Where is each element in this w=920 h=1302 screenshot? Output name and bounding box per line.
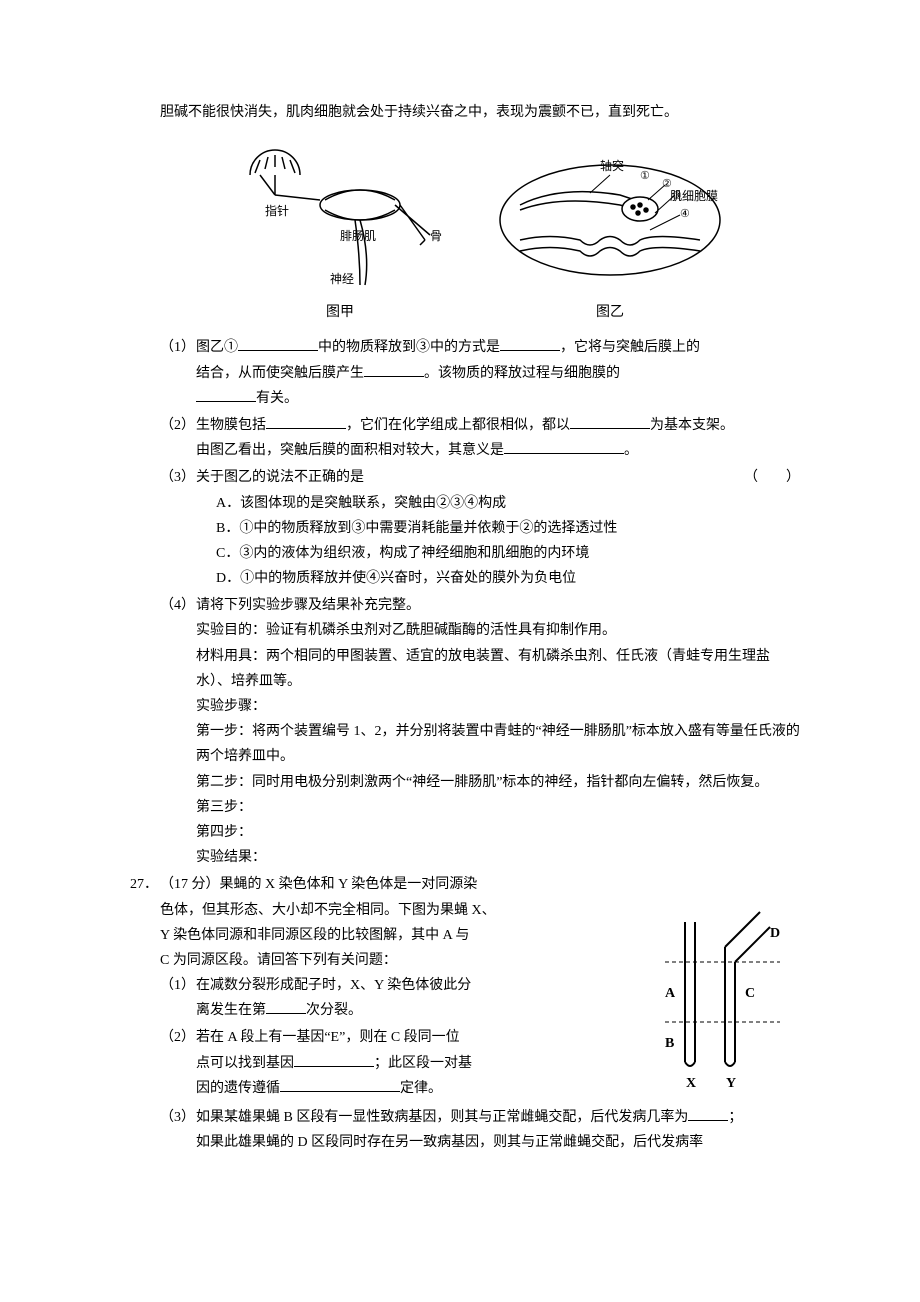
q27-s3-t1: 如果某雄果蝇 B 区段有一显性致病基因，则其与正常雌蝇交配，后代发病几率为: [196, 1110, 688, 1125]
label-d: D: [770, 926, 780, 941]
dial-label: 指针: [265, 203, 289, 218]
q27-sub3: （3） 如果某雄果蝇 B 区段有一显性致病基因，则其与正常雌蝇交配，后代发病几率…: [160, 1105, 800, 1155]
option-c: C．③内的液体为组织液，构成了神经细胞和肌细胞的内环境: [196, 541, 800, 566]
q1-t6: 有关。: [256, 391, 298, 406]
muscle-label: 腓肠肌: [340, 228, 376, 243]
nerve-label: 神经: [330, 272, 354, 286]
q27-intro1: 果蝇的 X 染色体和 Y 染色体是一对同源染: [220, 877, 478, 892]
blank: [688, 1106, 728, 1121]
q4-num: （4）: [160, 593, 196, 870]
bone-label: 骨: [430, 229, 442, 243]
blank: [238, 336, 318, 351]
q27-intro2: 色体，但其形态、大小却不完全相同。下图为果蝇 X、: [160, 903, 496, 918]
q3-num: （3）: [160, 465, 196, 591]
q27-intro4: C 为同源区段。请回答下列有关问题：: [160, 953, 397, 968]
blank: [280, 1077, 400, 1092]
figure-a-label: 图甲: [230, 300, 450, 325]
figures-row: 指针 腓肠肌 神经 骨 图甲: [160, 145, 800, 325]
circle-2: ②: [662, 178, 672, 190]
q27-s3-t2: ；: [728, 1110, 742, 1125]
q4-l1: 实验目的：验证有机磷杀虫剂对乙酰胆碱酯酶的活性具有抑制作用。: [196, 618, 800, 643]
option-d: D．①中的物质释放并使④兴奋时，兴奋处的膜外为负电位: [196, 566, 800, 591]
q1-t4: 结合，从而使突触后膜产生: [196, 366, 364, 381]
figure-b: 轴突 肌细胞膜 ① ② ③ ④ 图乙: [490, 145, 730, 325]
q27-s3-t3: 如果此雄果蝇的 D 区段同时存在另一致病基因，则其与正常雌蝇交配，后代发病率: [196, 1135, 703, 1150]
q1-t1: 图乙①: [196, 340, 238, 355]
q27-s2-t2: 点可以找到基因: [196, 1056, 294, 1071]
circle-4: ④: [680, 208, 690, 220]
option-b: B．①中的物质释放到③中需要消耗能量并依赖于②的选择透过性: [196, 516, 800, 541]
question-27: A B C D X Y 27． （17 分）果蝇的 X 染色体和 Y 染色体是一…: [160, 872, 800, 1155]
q27-s2-t1: 若在 A 段上有一基因“E”，则在 C 段同一位: [196, 1030, 460, 1045]
blank: [500, 336, 560, 351]
q27-s2-t5: 定律。: [400, 1081, 442, 1096]
q4-l7: 第四步：: [196, 820, 800, 845]
q1-num: （1）: [160, 335, 196, 411]
question-2: （2） 生物膜包括 ，它们在化学组成上都很相似，都以 为基本支架。 由图乙看出，突触…: [160, 413, 800, 463]
blank: [196, 387, 256, 402]
q27-sub1: （1） 在减数分裂形成配子时，X、Y 染色体彼此分 离发生在第 次分裂。: [160, 973, 496, 1023]
q27-num: 27．: [130, 872, 160, 1103]
q4-l8: 实验结果：: [196, 845, 800, 870]
circle-3: ③: [672, 190, 682, 202]
document-page: 胆碱不能很快消失，肌肉细胞就会处于持续兴奋之中，表现为震颤不已，直到死亡。: [0, 0, 920, 1302]
q2-t2: ，它们在化学组成上都很相似，都以: [346, 418, 570, 433]
question-4: （4） 请将下列实验步骤及结果补充完整。 实验目的：验证有机磷杀虫剂对乙酰胆碱酯…: [160, 593, 800, 870]
q27-s1-num: （1）: [160, 973, 196, 1023]
label-b: B: [665, 1036, 674, 1051]
q27-s2-t4: 因的遗传遵循: [196, 1081, 280, 1096]
label-c: C: [745, 986, 755, 1001]
q4-l4: 第一步：将两个装置编号 1、2，并分别将装置中青蛙的“神经一腓肠肌”标本放入盛有…: [196, 719, 800, 769]
figure-b-label: 图乙: [490, 300, 730, 325]
q27-s2-t3: ；此区段一对基: [374, 1056, 472, 1071]
q27-s3-num: （3）: [160, 1105, 196, 1155]
intro-paragraph: 胆碱不能很快消失，肌肉细胞就会处于持续兴奋之中，表现为震颤不已，直到死亡。: [160, 100, 800, 125]
question-3: （3） 关于图乙的说法不正确的是 （ ） A．该图体现的是突触联系，突触由②③④…: [160, 465, 800, 591]
figure-a-svg: 指针 腓肠肌 神经 骨: [230, 145, 450, 295]
q27-diagram: A B C D X Y: [630, 892, 800, 1101]
q27-score: （17 分）: [160, 877, 220, 892]
blank: [294, 1052, 374, 1067]
q4-l5: 第二步：同时用电极分别刺激两个“神经一腓肠肌”标本的神经，指针都向左偏转，然后恢…: [196, 770, 800, 795]
q1-t5: 。该物质的释放过程与细胞膜的: [424, 366, 620, 381]
q2-t3: 为基本支架。: [650, 418, 734, 433]
figure-a: 指针 腓肠肌 神经 骨 图甲: [230, 145, 450, 325]
q1-t3: ，它将与突触后膜上的: [560, 340, 700, 355]
q1-t2: 中的物质释放到③中的方式是: [318, 340, 500, 355]
q27-s2-num: （2）: [160, 1025, 196, 1101]
q4-l6: 第三步：: [196, 795, 800, 820]
label-x: X: [686, 1076, 696, 1091]
q4-l2: 材料用具：两个相同的甲图装置、适宜的放电装置、有机磷杀虫剂、任氏液（青蛙专用生理…: [196, 644, 800, 694]
axon-label: 轴突: [600, 158, 624, 173]
label-a: A: [665, 986, 676, 1001]
q27-s1-t2: 离发生在第: [196, 1003, 266, 1018]
question-1: （1） 图乙① 中的物质释放到③中的方式是 ，它将与突触后膜上的 结合，从而使突触后…: [160, 335, 800, 411]
option-a: A．该图体现的是突触联系，突触由②③④构成: [196, 491, 800, 516]
figure-b-svg: 轴突 肌细胞膜 ① ② ③ ④: [490, 145, 730, 295]
blank: [570, 414, 650, 429]
blank: [504, 439, 624, 454]
q2-t4: 由图乙看出，突触后膜的面积相对较大，其意义是: [196, 443, 504, 458]
label-y: Y: [726, 1076, 736, 1091]
blank: [364, 362, 424, 377]
blank: [266, 414, 346, 429]
q2-num: （2）: [160, 413, 196, 463]
q3-paren: （ ）: [744, 465, 800, 490]
q27-sub2: （2） 若在 A 段上有一基因“E”，则在 C 段同一位 点可以找到基因 ；此区段…: [160, 1025, 496, 1101]
q27-intro3: Y 染色体同源和非同源区段的比较图解，其中 A 与: [160, 928, 469, 943]
q2-t5: 。: [624, 443, 638, 458]
circle-1: ①: [640, 170, 650, 182]
q4-l0: 请将下列实验步骤及结果补充完整。: [196, 593, 800, 618]
q27-s1-t3: 次分裂。: [306, 1003, 362, 1018]
blank: [266, 999, 306, 1014]
q27-s1-t1: 在减数分裂形成配子时，X、Y 染色体彼此分: [196, 978, 471, 993]
q4-l3: 实验步骤：: [196, 694, 800, 719]
q3-stem: 关于图乙的说法不正确的是: [196, 470, 364, 485]
q2-t1: 生物膜包括: [196, 418, 266, 433]
